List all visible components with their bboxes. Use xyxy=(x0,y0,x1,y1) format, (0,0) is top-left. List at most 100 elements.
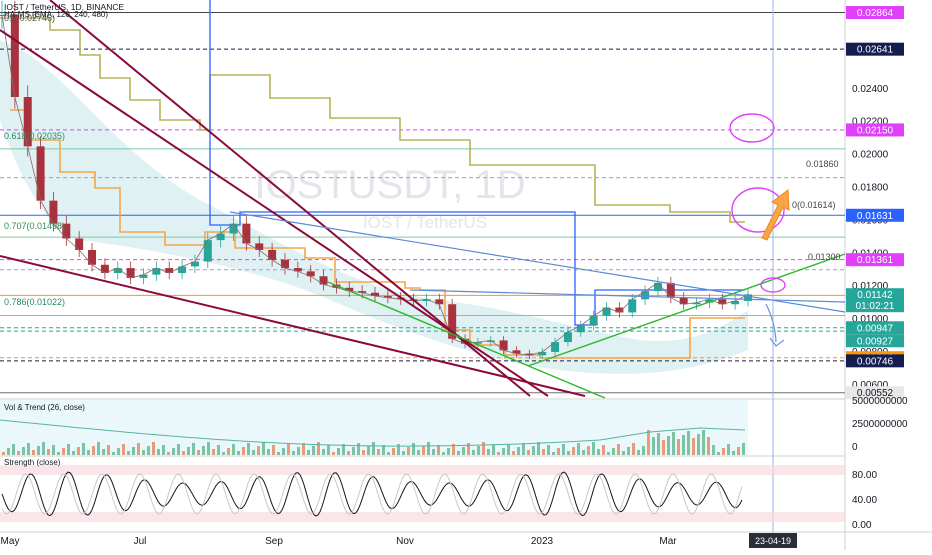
candle-body-17 xyxy=(216,233,225,241)
candle-body-28 xyxy=(358,291,367,293)
volume-bar-95 xyxy=(477,446,480,455)
strength-pane: 80.00 40.00 0.00 xyxy=(0,465,877,531)
volume-bar-54 xyxy=(272,445,275,455)
volume-bar-129 xyxy=(647,430,650,455)
candle-body-16 xyxy=(203,240,212,262)
volume-bar-61 xyxy=(307,450,310,455)
volume-bar-60 xyxy=(302,443,305,455)
volume-bar-53 xyxy=(267,449,270,455)
blue-step-line xyxy=(209,0,745,326)
volume-bar-87 xyxy=(437,445,440,455)
volume-bar-45 xyxy=(227,448,230,455)
volume-bar-0 xyxy=(2,452,5,455)
close-line xyxy=(1,14,749,356)
volume-bar-98 xyxy=(492,445,495,455)
volume-bar-130 xyxy=(652,437,655,455)
candle-body-47 xyxy=(602,307,611,316)
volume-bar-41 xyxy=(207,442,210,455)
price-label-4: 0.01361 xyxy=(857,255,894,266)
time-axis[interactable]: May Jul Sep Nov 2023 Mar xyxy=(1,536,678,547)
volume-bar-91 xyxy=(457,451,460,455)
volume-bar-44 xyxy=(222,452,225,455)
candle-body-34 xyxy=(435,299,444,305)
volume-bar-142 xyxy=(712,445,715,455)
price-label-7: 01:02:21 xyxy=(856,301,895,312)
strength-tick-0: 80.00 xyxy=(852,470,877,481)
candle-body-39 xyxy=(499,340,508,351)
candle-body-0 xyxy=(0,14,6,17)
volume-bar-128 xyxy=(642,446,645,455)
time-tick-2: Sep xyxy=(265,536,283,547)
price-label-bg-9 xyxy=(846,334,904,348)
candle-body-40 xyxy=(512,350,521,354)
candle-body-44 xyxy=(563,332,572,343)
volume-bar-136 xyxy=(682,435,685,455)
volume-bar-114 xyxy=(572,447,575,455)
volume-bar-28 xyxy=(142,450,145,455)
olive-step-line xyxy=(0,17,745,223)
candle-body-56 xyxy=(718,299,727,305)
volume-bar-102 xyxy=(512,451,515,455)
trendline-maroon-3 xyxy=(0,255,586,397)
time-tick-1: Jul xyxy=(134,536,147,547)
volume-tick-0: 5000000000 xyxy=(852,396,908,407)
volume-bar-15 xyxy=(77,447,80,455)
volume-bar-10 xyxy=(52,445,55,455)
target-ellipse-top[interactable] xyxy=(729,113,775,143)
volume-bar-19 xyxy=(97,442,100,455)
volume-bar-17 xyxy=(87,450,90,455)
date-marker-label: 23-04-19 xyxy=(755,536,791,546)
arrow-up-orange[interactable] xyxy=(761,189,790,241)
candle-body-33 xyxy=(422,299,431,301)
volume-bar-127 xyxy=(637,450,640,455)
strength-tick-1: 40.00 xyxy=(852,495,877,506)
volume-bar-84 xyxy=(422,446,425,455)
candle-body-5 xyxy=(62,223,71,239)
strength-pane-title[interactable]: Strength (close) xyxy=(4,458,61,467)
ma-header[interactable]: HA-MS (EMA, 120, 240, 480) xyxy=(4,10,108,19)
volume-bar-135 xyxy=(677,439,680,455)
volume-bar-99 xyxy=(497,452,500,455)
volume-bar-119 xyxy=(597,449,600,455)
volume-bar-96 xyxy=(482,442,485,455)
candle-body-8 xyxy=(100,264,109,274)
target-ellipse-mid[interactable] xyxy=(731,187,785,233)
price-tick-1: 0.02200 xyxy=(852,117,889,128)
volume-bar-72 xyxy=(362,450,365,455)
volume-bar-1 xyxy=(7,448,10,455)
time-tick-3: Nov xyxy=(396,536,414,547)
candle-body-10 xyxy=(126,268,135,278)
candle-body-37 xyxy=(473,342,482,344)
volume-bar-92 xyxy=(462,447,465,455)
time-tick-5: Mar xyxy=(659,536,677,547)
arrow-down-blue[interactable] xyxy=(765,303,785,347)
volume-bar-9 xyxy=(47,449,50,455)
volume-bar-139 xyxy=(697,434,700,455)
volume-bar-126 xyxy=(632,443,635,455)
candle-body-7 xyxy=(88,249,97,265)
volume-bar-113 xyxy=(567,451,570,455)
volume-pane-title[interactable]: Vol & Trend (26, close) xyxy=(4,403,85,412)
price-label-bg-3 xyxy=(846,208,904,222)
annotation-01300: 0.01300 xyxy=(808,252,841,262)
volume-bar-100 xyxy=(502,448,505,455)
volume-bar-50 xyxy=(252,450,255,455)
candle-body-11 xyxy=(139,274,148,278)
volume-bar-31 xyxy=(157,449,160,455)
strength-oscillator-white xyxy=(1,473,743,515)
volume-bar-47 xyxy=(237,451,240,455)
price-tick-9: 0.00600 xyxy=(852,380,889,391)
target-ellipse-low[interactable] xyxy=(760,277,786,293)
price-label-6: 0.01142 xyxy=(857,290,893,301)
volume-bar-43 xyxy=(217,445,220,455)
candle-body-52 xyxy=(666,282,675,298)
candle-body-24 xyxy=(306,271,315,277)
volume-bar-146 xyxy=(732,451,735,455)
volume-bar-110 xyxy=(552,452,555,455)
volume-bar-16 xyxy=(82,443,85,455)
candle-body-4 xyxy=(49,200,58,224)
volume-bar-78 xyxy=(392,448,395,455)
price-label-bg-11 xyxy=(846,354,904,368)
symbol-header[interactable]: IOST / TetherUS, 1D, BINANCE xyxy=(4,2,124,12)
